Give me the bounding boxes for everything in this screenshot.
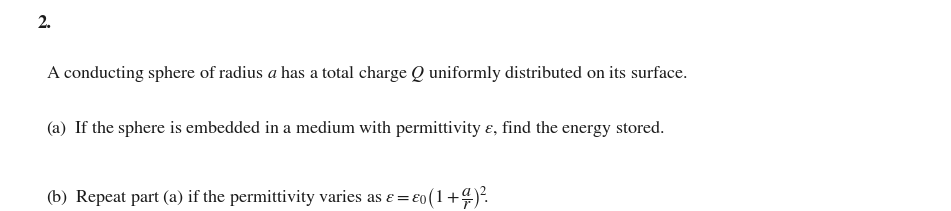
Text: A conducting sphere of radius $a$ has a total charge $Q$ uniformly distributed o: A conducting sphere of radius $a$ has a … bbox=[46, 63, 688, 84]
Text: (a)  If the sphere is embedded in a medium with permittivity $\varepsilon$, find: (a) If the sphere is embedded in a mediu… bbox=[46, 118, 665, 139]
Text: 2.: 2. bbox=[38, 15, 52, 32]
Text: (b)  Repeat part (a) if the permittivity varies as $\varepsilon = \varepsilon_0\: (b) Repeat part (a) if the permittivity … bbox=[46, 186, 489, 211]
